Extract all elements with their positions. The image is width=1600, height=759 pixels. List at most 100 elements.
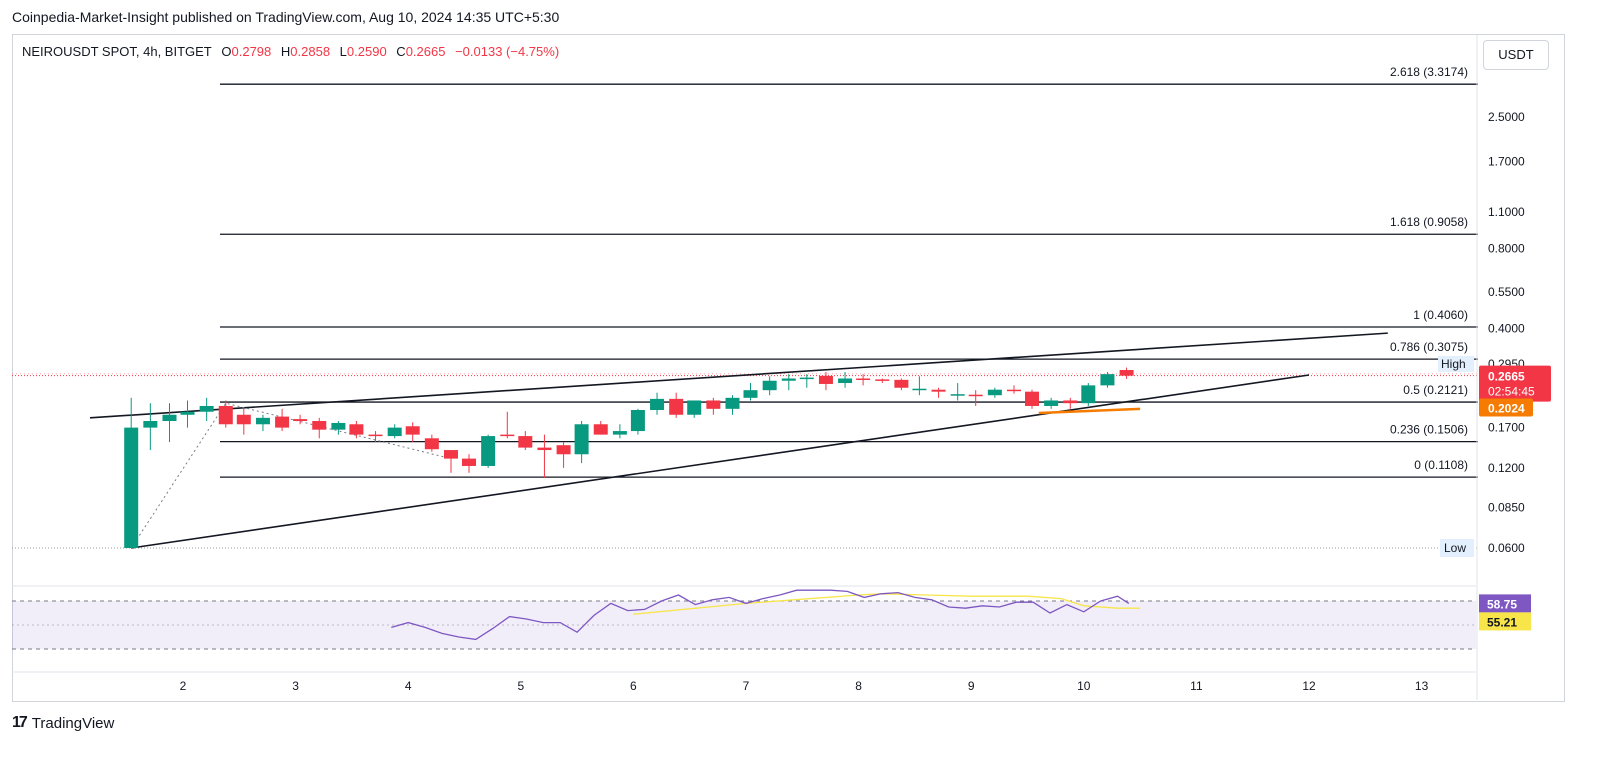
candle-body (669, 398, 684, 415)
y-axis-tick: 0.1700 (1488, 421, 1525, 435)
candle-body (931, 389, 946, 392)
candle-body (856, 378, 871, 381)
countdown-text: 02:54:45 (1488, 385, 1535, 399)
high-value: 0.2858 (290, 44, 331, 59)
open-value: 0.2798 (231, 44, 272, 59)
candle-body (912, 388, 927, 391)
close-label: C (396, 44, 406, 59)
currency-button[interactable]: USDT (1483, 40, 1549, 70)
tradingview-logo[interactable]: 17 TradingView (12, 714, 114, 732)
candle-body (1006, 389, 1021, 392)
support-trendline (1038, 407, 1141, 415)
fib-level-label: 2.618 (3.3174) (1390, 65, 1468, 79)
candle-body (537, 447, 552, 451)
y-axis-tick: 0.5500 (1488, 285, 1525, 299)
candle-body (630, 409, 645, 432)
fib-level-label: 0.786 (0.3075) (1390, 340, 1468, 354)
x-axis-tick: 12 (1302, 679, 1316, 693)
last-price-badge (1479, 365, 1551, 402)
candle-body (124, 427, 139, 548)
rsi-value-badge (1479, 594, 1531, 613)
change-value: −0.0133 (−4.75%) (455, 44, 560, 59)
low-price-text: 0.0600 (1488, 541, 1525, 555)
y-axis-tick: 1.7000 (1488, 154, 1525, 168)
x-axis-tick: 2 (180, 679, 187, 693)
x-axis-tick: 11 (1190, 679, 1203, 693)
candle-body (255, 417, 270, 425)
x-axis-tick: 7 (743, 679, 750, 693)
low-label: L (339, 44, 347, 59)
candle-body (199, 405, 214, 412)
candle-body (950, 394, 965, 396)
candle-body (349, 424, 364, 435)
candle-body (275, 416, 290, 428)
candle-body (1025, 391, 1040, 406)
candle-body (462, 458, 477, 466)
candle-body (443, 450, 458, 459)
high-label: High (1441, 357, 1466, 371)
candle-body (293, 419, 308, 422)
candle-body (180, 411, 195, 415)
candle-body (331, 422, 346, 430)
candle-body (1119, 370, 1134, 376)
candle-body (706, 400, 721, 409)
candle-body (743, 390, 758, 398)
tradingview-logo-icon: 17 (12, 714, 28, 731)
x-axis-tick: 8 (855, 679, 862, 693)
support-badge-text: 0.2024 (1488, 401, 1525, 415)
candle-body (612, 431, 627, 435)
candle-body (162, 414, 177, 422)
rsi-ma-text: 55.21 (1487, 615, 1517, 629)
candle-body (650, 398, 665, 410)
close-value: 0.2665 (405, 44, 446, 59)
publish-info: Coinpedia-Market-Insight published on Tr… (12, 9, 560, 25)
candle-body (143, 421, 158, 428)
x-axis-tick: 6 (630, 679, 637, 693)
trendline (89, 332, 1388, 419)
symbol-name[interactable]: NEIROUSDT SPOT, 4h, BITGET (22, 44, 212, 59)
candle-body (1063, 400, 1078, 404)
fib-level-label: 0.236 (0.1506) (1390, 423, 1468, 437)
candle-body (781, 378, 796, 381)
support-badge (1479, 398, 1533, 417)
candle-body (593, 424, 608, 435)
y-axis-tick: 2.5000 (1488, 110, 1525, 124)
candle-body (799, 377, 814, 380)
candle-body (556, 445, 571, 455)
candle-body (218, 405, 233, 425)
high-label: H (280, 44, 291, 59)
candle-body (818, 375, 833, 384)
candle-body (875, 379, 890, 381)
low-label: Low (1444, 541, 1466, 555)
x-axis-tick: 3 (292, 679, 299, 693)
y-axis-tick: 0.0850 (1488, 501, 1525, 515)
low-price-box (1484, 539, 1554, 557)
candle-body (687, 400, 702, 415)
low-value: 0.2590 (346, 44, 387, 59)
candle-body (725, 397, 740, 409)
candle-body (574, 424, 589, 455)
candle-body (500, 434, 515, 437)
y-axis-tick: 0.1200 (1488, 461, 1525, 475)
candle-body (236, 414, 251, 425)
open-label: O (221, 44, 232, 59)
candle-body (368, 434, 383, 437)
fib-level-label: 0.5 (0.2121) (1403, 383, 1468, 397)
candle-body (894, 379, 909, 388)
x-axis-tick: 13 (1415, 679, 1429, 693)
candle-body (968, 394, 983, 397)
candle-body (312, 421, 327, 430)
rsi-line (391, 589, 1130, 641)
fib-anchor-path (130, 402, 452, 549)
y-axis-tick: 1.1000 (1488, 205, 1525, 219)
rsi-value-text: 58.75 (1487, 597, 1517, 611)
candle-body (987, 389, 1002, 396)
rsi-ma-badge (1479, 612, 1531, 631)
candle-body (424, 438, 439, 450)
y-axis-tick: 0.8000 (1488, 242, 1525, 256)
candle-body (405, 426, 420, 435)
last-price-text: 0.2665 (1488, 370, 1525, 384)
trendline (131, 374, 1310, 549)
y-axis-tick: 0.4000 (1488, 322, 1525, 336)
